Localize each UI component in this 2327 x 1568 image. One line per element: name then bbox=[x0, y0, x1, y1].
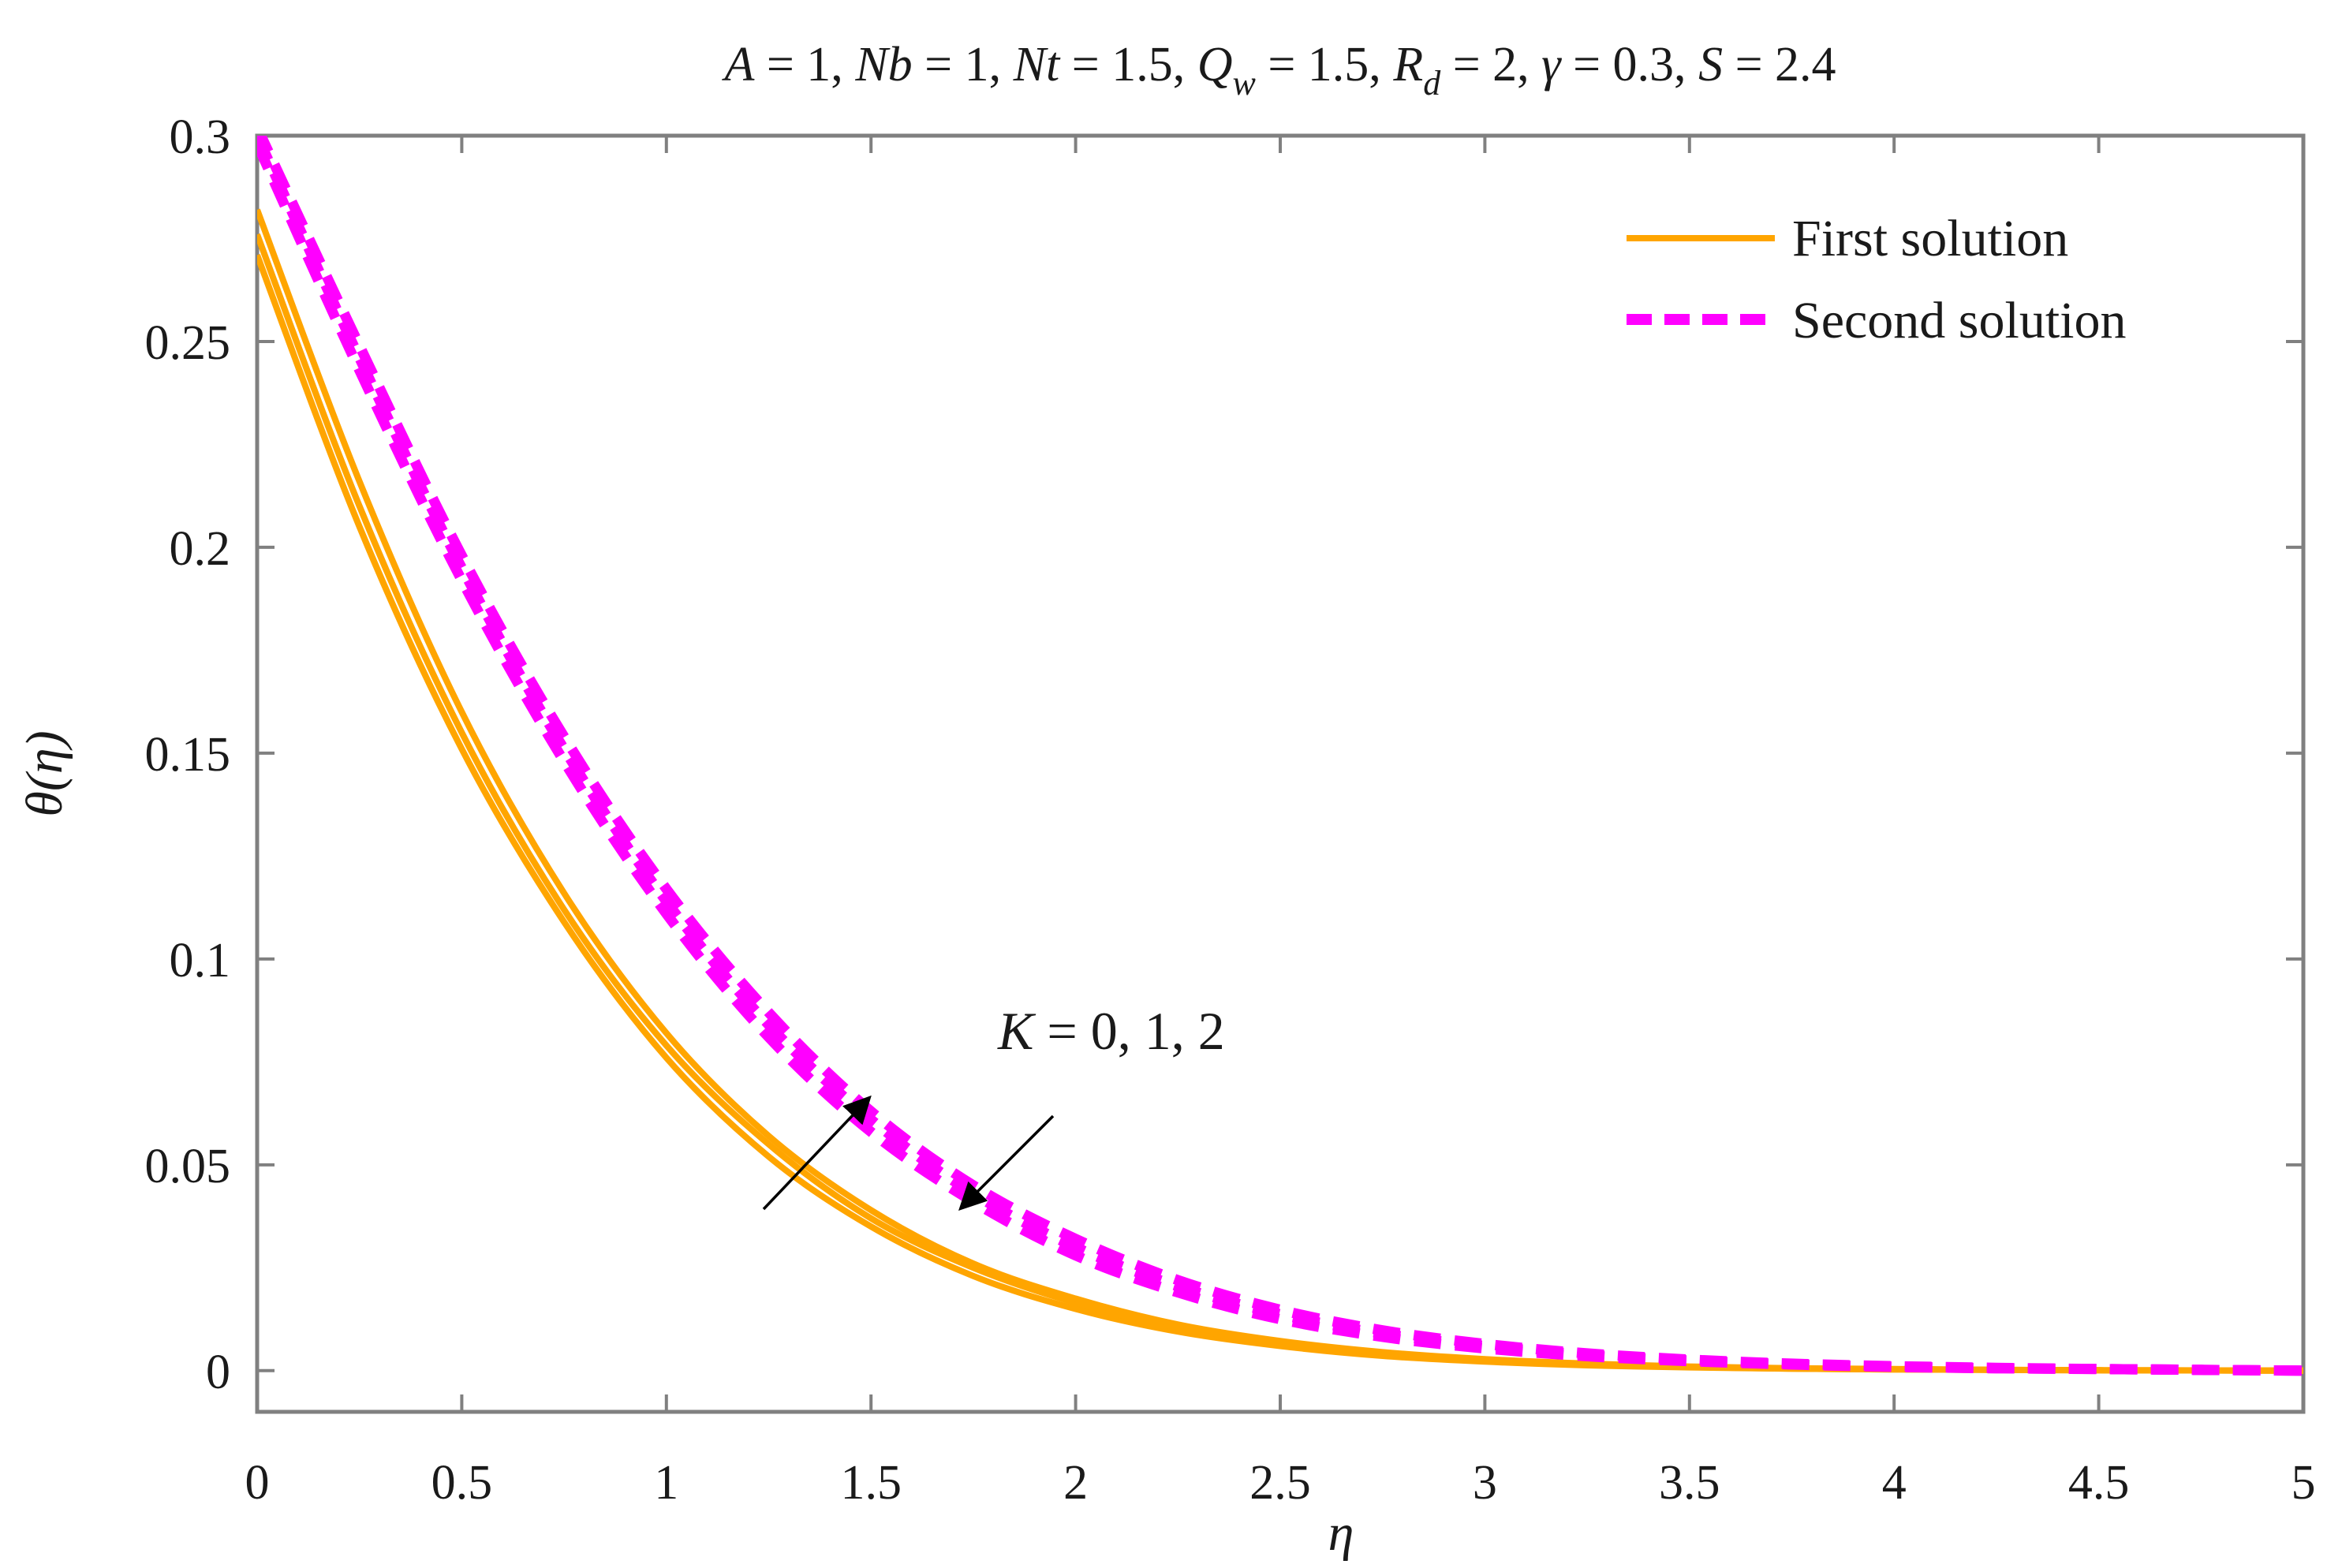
legend-label-first: First solution bbox=[1792, 210, 2068, 267]
arrow-second-solution bbox=[958, 1114, 1055, 1211]
x-tick-label: 1.5 bbox=[840, 1456, 902, 1510]
curves bbox=[257, 136, 2303, 1376]
x-tick-label: 3.5 bbox=[1659, 1456, 1720, 1510]
y-tick-label: 0 bbox=[206, 1346, 230, 1399]
x-tick-label: 1 bbox=[654, 1456, 678, 1510]
chart-title: A = 1, Nb = 1, Nt = 1.5, Qw = 1.5, Rd = … bbox=[721, 38, 1836, 103]
arrow-first-solution bbox=[762, 1095, 872, 1211]
x-tick-label: 0 bbox=[245, 1456, 270, 1510]
x-tick-label: 4 bbox=[1882, 1456, 1907, 1510]
y-tick-label: 0.05 bbox=[145, 1140, 231, 1193]
annotation-arrows bbox=[762, 1095, 1055, 1211]
legend-label-second: Second solution bbox=[1792, 292, 2127, 349]
x-tick-label: 5 bbox=[2292, 1456, 2316, 1510]
x-tick-label: 3 bbox=[1473, 1456, 1497, 1510]
x-tick-label: 0.5 bbox=[431, 1456, 493, 1510]
x-tick-label: 2 bbox=[1063, 1456, 1088, 1510]
second-solution-curve bbox=[257, 136, 2303, 1376]
first-solution-curve bbox=[257, 253, 2303, 1374]
first-solution-curve bbox=[257, 233, 2303, 1374]
x-axis-label: η bbox=[1328, 1504, 1354, 1562]
x-tick-label: 2.5 bbox=[1249, 1456, 1311, 1510]
first-solution-curve bbox=[257, 208, 2303, 1374]
y-tick-label: 0.1 bbox=[170, 934, 231, 987]
y-tick-label: 0.15 bbox=[145, 728, 231, 782]
y-axis-label: θ(η) bbox=[16, 730, 73, 816]
legend: First solution Second solution bbox=[1627, 210, 2127, 349]
y-tick-label: 0.3 bbox=[170, 110, 231, 164]
x-tick-label: 4.5 bbox=[2068, 1456, 2130, 1510]
axis-ticks: 0 0.5 1 1.5 2 2.5 3 3.5 4 4.5 5 0 0.05 0.1 0.15 0.2 0.25… bbox=[145, 110, 2316, 1510]
y-tick-label: 0.25 bbox=[145, 316, 231, 370]
y-tick-label: 0.2 bbox=[170, 522, 231, 576]
annotation-label: K = 0, 1, 2 bbox=[997, 1001, 1225, 1061]
